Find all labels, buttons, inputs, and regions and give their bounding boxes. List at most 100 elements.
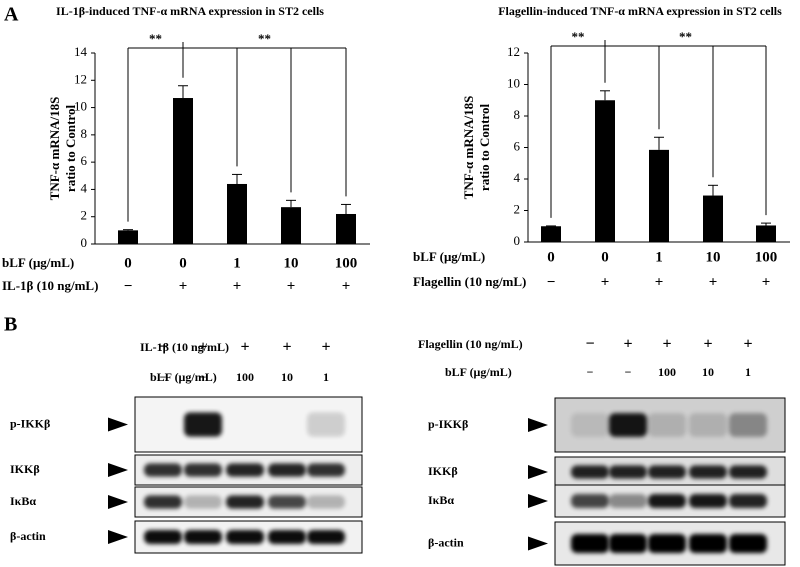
y-tick-label: 10 xyxy=(74,99,87,114)
condition-cell: 0 xyxy=(179,255,187,271)
arrow xyxy=(528,494,548,508)
condition-cell: 10 xyxy=(702,365,714,379)
condition-cell: + xyxy=(282,339,291,356)
condition-cell: − xyxy=(200,370,207,384)
condition-cell: 1 xyxy=(655,249,663,265)
band xyxy=(144,495,182,509)
band xyxy=(226,529,264,545)
condition-cell: 1 xyxy=(233,255,241,271)
condition-cell: − xyxy=(160,370,167,384)
y-axis-label: TNF-α mRNA/18S xyxy=(47,97,62,201)
band-label: IKKβ xyxy=(10,462,40,476)
panel-label: A xyxy=(4,4,19,26)
condition-label: IL-1β (10 ng/mL) xyxy=(140,340,229,354)
arrow xyxy=(108,463,128,477)
band-label: p-IKKβ xyxy=(428,417,468,431)
condition-cell: + xyxy=(601,274,610,290)
condition-label: Flagellin (10 ng/mL) xyxy=(418,337,523,351)
band xyxy=(226,463,264,477)
y-tick-label: 0 xyxy=(514,233,521,248)
condition-cell: 0 xyxy=(601,249,609,265)
bar xyxy=(703,195,723,242)
condition-label: bLF (μg/mL) xyxy=(445,365,512,379)
band xyxy=(729,534,767,553)
condition-cell: − xyxy=(587,365,594,379)
band xyxy=(689,493,727,509)
band xyxy=(184,529,222,545)
y-tick-label: 8 xyxy=(514,107,521,122)
bar xyxy=(281,207,301,244)
band-label: p-IKKβ xyxy=(10,416,50,430)
bar xyxy=(173,98,193,245)
arrow xyxy=(108,530,128,544)
condition-cell: + xyxy=(662,336,671,353)
band xyxy=(648,493,686,509)
y-tick-label: 10 xyxy=(507,75,520,90)
band xyxy=(689,465,727,479)
band xyxy=(648,413,686,437)
condition-cell: 0 xyxy=(547,249,555,265)
bar xyxy=(756,225,776,242)
condition-cell: − xyxy=(585,336,594,353)
condition-cell: + xyxy=(703,336,712,353)
band-label: IKKβ xyxy=(428,464,458,478)
band xyxy=(144,529,182,545)
band xyxy=(571,465,609,479)
band-label: IκBα xyxy=(428,493,454,507)
condition-cell: 100 xyxy=(236,370,254,384)
bar xyxy=(336,213,356,244)
band-label: β-actin xyxy=(10,529,46,543)
condition-cell: 10 xyxy=(284,255,299,271)
arrow xyxy=(528,465,548,479)
chart-title: Flagellin-induced TNF-α mRNA expression … xyxy=(498,4,782,18)
arrow xyxy=(108,495,128,509)
band xyxy=(729,413,767,437)
condition-label: IL-1β (10 ng/mL) xyxy=(2,278,98,293)
arrow xyxy=(528,418,548,432)
band xyxy=(307,495,345,509)
band xyxy=(609,534,647,553)
y-axis-label: ratio to Control xyxy=(63,105,78,193)
significance: ** xyxy=(572,29,585,44)
condition-label: bLF (μg/mL) xyxy=(150,370,217,384)
condition-cell: + xyxy=(321,339,330,356)
band xyxy=(226,495,264,509)
condition-label: bLF (μg/mL) xyxy=(2,255,74,270)
condition-label: Flagellin (10 ng/mL) xyxy=(413,274,526,289)
condition-cell: 1 xyxy=(323,370,329,384)
condition-cell: 100 xyxy=(755,249,778,265)
band xyxy=(648,534,686,553)
condition-cell: 0 xyxy=(124,255,132,271)
band xyxy=(609,465,647,479)
y-tick-label: 2 xyxy=(81,208,88,223)
band xyxy=(571,413,609,437)
condition-cell: − xyxy=(158,339,167,356)
significance: ** xyxy=(679,29,692,44)
condition-cell: 100 xyxy=(658,365,676,379)
band xyxy=(268,463,306,477)
y-tick-label: 6 xyxy=(81,153,88,168)
band xyxy=(307,529,345,545)
band xyxy=(184,495,222,509)
band xyxy=(184,463,222,477)
condition-cell: 10 xyxy=(281,370,293,384)
condition-cell: 1 xyxy=(745,365,751,379)
band xyxy=(307,463,345,477)
bar xyxy=(595,100,615,242)
bar xyxy=(118,230,138,244)
condition-label: bLF (μg/mL) xyxy=(413,249,485,264)
band xyxy=(729,465,767,479)
band xyxy=(571,493,609,509)
band xyxy=(571,534,609,553)
y-tick-label: 12 xyxy=(74,71,87,86)
y-axis-label: ratio to Control xyxy=(477,104,492,192)
band xyxy=(689,534,727,553)
bar xyxy=(227,183,247,244)
condition-cell: − xyxy=(547,274,556,290)
band-label: β-actin xyxy=(428,535,464,549)
band xyxy=(268,529,306,545)
y-tick-label: 0 xyxy=(81,235,88,250)
condition-cell: 10 xyxy=(706,249,721,265)
band xyxy=(144,463,182,477)
